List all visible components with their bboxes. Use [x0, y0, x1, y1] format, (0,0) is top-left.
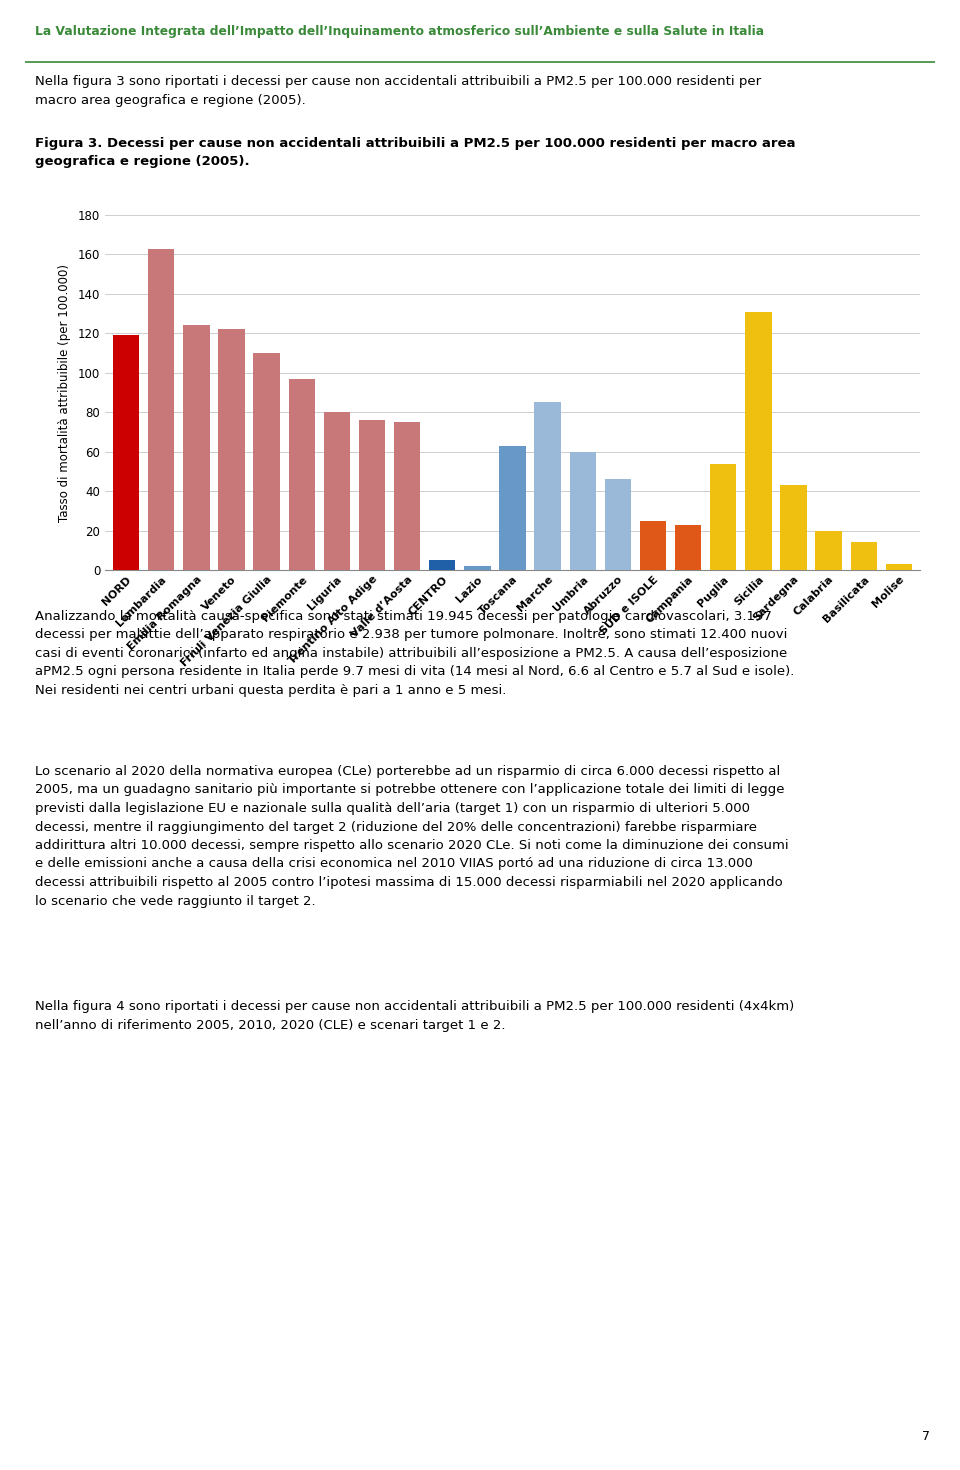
- Bar: [780, 485, 806, 570]
- Text: Figura 3. Decessi per cause non accidentali attribuibili a PM2.5 per 100.000 res: Figura 3. Decessi per cause non accident…: [35, 137, 796, 168]
- Bar: [113, 335, 139, 570]
- Bar: [429, 560, 455, 570]
- Bar: [569, 451, 596, 570]
- Bar: [815, 531, 842, 570]
- Text: Lo scenario al 2020 della normativa europea (CLe) porterebbe ad un risparmio di : Lo scenario al 2020 della normativa euro…: [35, 764, 788, 907]
- Text: Analizzando la mortalità causa-specifica sono stati stimati 19.945 decessi per p: Analizzando la mortalità causa-specifica…: [35, 610, 794, 697]
- Y-axis label: Tasso di mortalità attribuibile (per 100.000): Tasso di mortalità attribuibile (per 100…: [58, 263, 71, 522]
- Bar: [535, 403, 561, 570]
- Bar: [851, 542, 877, 570]
- Bar: [253, 353, 279, 570]
- Text: Nella figura 3 sono riportati i decessi per cause non accidentali attribuibili a: Nella figura 3 sono riportati i decessi …: [35, 75, 761, 107]
- Bar: [289, 379, 315, 570]
- Bar: [148, 248, 175, 570]
- Bar: [218, 329, 245, 570]
- Bar: [886, 564, 912, 570]
- Bar: [499, 445, 526, 570]
- Bar: [745, 312, 772, 570]
- Bar: [465, 566, 491, 570]
- Bar: [359, 420, 385, 570]
- Bar: [675, 525, 702, 570]
- Bar: [324, 412, 350, 570]
- Bar: [394, 422, 420, 570]
- Text: 7: 7: [922, 1429, 930, 1442]
- Bar: [183, 325, 209, 570]
- Bar: [640, 520, 666, 570]
- Bar: [605, 479, 631, 570]
- Text: Nella figura 4 sono riportati i decessi per cause non accidentali attribuibili a: Nella figura 4 sono riportati i decessi …: [35, 1000, 794, 1032]
- Bar: [710, 463, 736, 570]
- Text: La Valutazione Integrata dell’Impatto dell’Inquinamento atmosferico sull’Ambient: La Valutazione Integrata dell’Impatto de…: [35, 25, 764, 38]
